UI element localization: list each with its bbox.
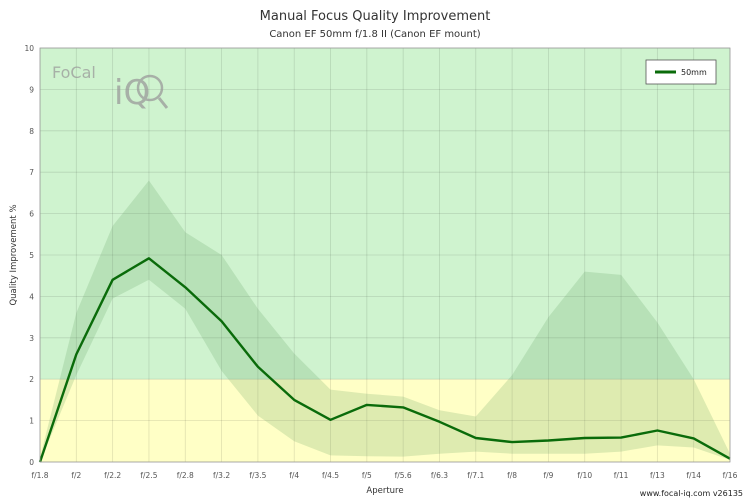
watermark-brand: FoCal: [52, 63, 96, 82]
zone-1: [40, 48, 730, 380]
series-band: [40, 180, 730, 462]
x-tick-label: f/9: [543, 471, 553, 480]
x-ticks: f/1.8 f/2 f/2.2 f/2.5 f/2.8 f/3.2 f/3.5 f/4 f/4.…: [31, 471, 737, 480]
x-tick-label: f/4.5: [322, 471, 339, 480]
y-tick-label: 5: [29, 251, 34, 260]
x-tick-label: f/5.6: [395, 471, 412, 480]
series-lines: [38, 257, 731, 463]
x-tick-label: f/1.8: [31, 471, 48, 480]
y-tick-label: 9: [29, 85, 34, 94]
series-band-0: [40, 180, 730, 462]
x-tick-label: f/8: [507, 471, 517, 480]
x-tick-label: f/4: [289, 471, 299, 480]
x-tick-label: f/2.2: [104, 471, 121, 480]
magnifier-handle: [157, 97, 169, 109]
y-tick-label: 0: [29, 458, 34, 467]
zone-0: [40, 379, 730, 462]
watermark-mark: iQ: [114, 73, 150, 113]
plot-background: [40, 48, 730, 462]
y-tick-label: 3: [29, 334, 34, 343]
magnifier-icon: [136, 74, 164, 102]
y-tick-label: 10: [24, 44, 34, 53]
x-tick-label: f/13: [650, 471, 665, 480]
x-tick-label: f/14: [686, 471, 701, 480]
x-tick-label: f/6.3: [431, 471, 448, 480]
y-tick-label: 1: [29, 417, 34, 426]
grid: [39, 47, 731, 463]
chart-title: Manual Focus Quality Improvement: [260, 9, 491, 24]
x-tick-label: f/16: [723, 471, 738, 480]
footer-text: www.focal-iq.com v26135: [640, 489, 743, 498]
plot-border: [39, 47, 731, 463]
y-tick-label: 2: [29, 375, 34, 384]
y-tick-label: 6: [29, 210, 34, 219]
series-line-0: [38, 257, 731, 463]
x-axis-label: Aperture: [366, 486, 403, 496]
x-tick-label: f/10: [577, 471, 592, 480]
legend: 50mm: [645, 59, 717, 85]
x-tick-label: f/2.5: [140, 471, 157, 480]
y-tick-label: 7: [29, 168, 34, 177]
x-tick-label: f/2.8: [177, 471, 194, 480]
x-tick-label: f/3.5: [249, 471, 266, 480]
legend-label: 50mm: [681, 68, 707, 77]
y-ticks: 0 1 2 3 4 5 6 7 8 9 10: [24, 44, 34, 467]
x-tick-label: f/2: [71, 471, 81, 480]
x-tick-label: f/11: [614, 471, 629, 480]
chart-subtitle: Canon EF 50mm f/1.8 II (Canon EF mount): [269, 29, 480, 40]
x-tick-label: f/3.2: [213, 471, 230, 480]
x-tick-label: f/5: [362, 471, 372, 480]
x-tick-label: f/7.1: [467, 471, 484, 480]
y-tick-label: 8: [29, 127, 34, 136]
y-axis-label: Quality Improvement %: [9, 204, 19, 305]
y-tick-label: 4: [29, 292, 34, 301]
watermark-logo: FoCal iQ: [52, 63, 169, 113]
